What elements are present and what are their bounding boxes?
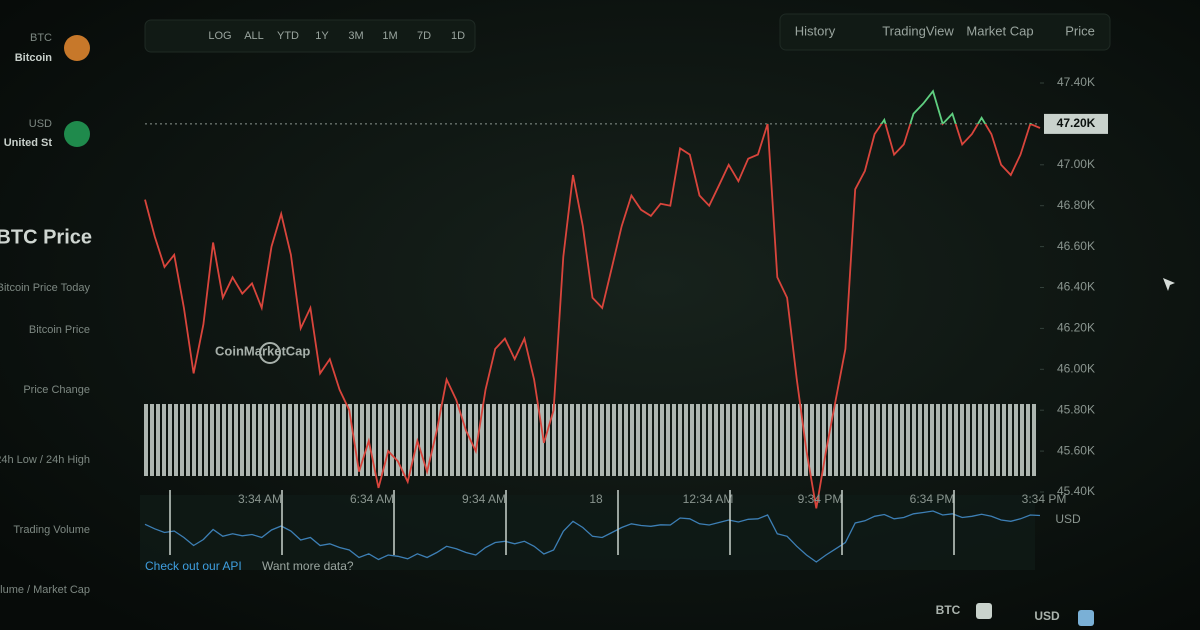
time-label: 3:34 PM [1022,492,1067,506]
tab[interactable]: History [795,23,836,38]
legend-label: BTC [936,603,961,617]
range-button[interactable]: YTD [277,30,299,42]
price-line [144,123,1041,509]
range-button[interactable]: 3M [348,30,363,42]
y-tick-label: 46.20K [1057,321,1095,335]
usd-icon [64,121,90,147]
range-button[interactable]: 1Y [315,30,329,42]
navigator-line [144,510,1041,563]
y-tick-label: 47.40K [1057,75,1095,89]
time-label: 9:34 AM [462,492,506,506]
range-toolbar [144,19,476,53]
range-button[interactable]: 1M [382,30,397,42]
legend-swatch[interactable] [976,603,992,619]
time-label: 12:34 AM [683,492,734,506]
volume-strip [142,404,1037,476]
range-button[interactable]: ALL [244,30,264,42]
sidebar-row: Bitcoin Price Today [0,282,90,294]
tab[interactable]: TradingView [882,23,954,38]
asset-symbol: BTC [30,32,52,44]
sidebar-row: Trading Volume [13,524,90,536]
y-tick-label: 47.00K [1057,157,1095,171]
time-label: 9:34 PM [798,492,843,506]
sidebar-row: Price Change [23,384,90,396]
y-tick-label: 45.80K [1057,402,1095,416]
range-button[interactable]: 7D [417,30,431,42]
tab-bar [779,13,1111,51]
btc-icon [64,35,90,61]
watermark: CoinMarketCap [215,343,310,358]
time-label: 3:34 AM [238,492,282,506]
y-tick-label: 45.60K [1057,443,1095,457]
legend-swatch[interactable] [1078,610,1094,626]
axis-unit: USD [1055,512,1081,526]
sidebar-row: Volume / Market Cap [0,584,90,596]
api-note: Want more data? [262,559,354,573]
tab[interactable]: Price [1065,23,1095,38]
y-tick-label: 46.60K [1057,239,1095,253]
sidebar-row: Bitcoin Price [29,324,90,336]
y-tick-label: 46.40K [1057,280,1095,294]
y-tick-label: 45.40K [1057,484,1095,498]
time-label: 18 [589,492,603,506]
y-tick-label: 46.00K [1057,361,1095,375]
asset-symbol: USD [29,118,52,130]
time-label: 6:34 AM [350,492,394,506]
asset-name: Bitcoin [15,52,53,64]
sidebar: BTC Bitcoin USD United St BTC Price Bitc… [0,32,92,596]
y-tick-label: 46.80K [1057,198,1095,212]
cursor [1163,278,1175,291]
watermark-logo [259,342,281,364]
tab[interactable]: Market Cap [966,23,1033,38]
price-badge-label: 47.20K [1057,116,1096,130]
time-label: 6:34 PM [910,492,955,506]
price-badge [1044,113,1108,134]
sidebar-row: 24h Low / 24h High [0,454,90,466]
api-link[interactable]: Check out our API [145,559,242,573]
asset-name: United St [4,137,53,149]
legend-label: USD [1034,609,1060,623]
sidebar-heading: BTC Price [0,226,92,248]
range-button[interactable]: LOG [208,30,231,42]
range-button[interactable]: 1D [451,30,465,42]
